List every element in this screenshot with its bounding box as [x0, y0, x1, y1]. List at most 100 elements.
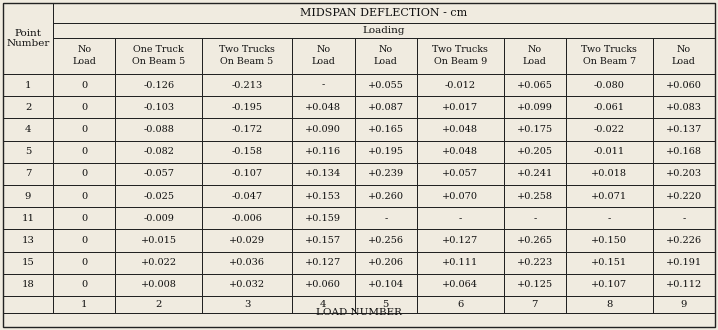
- Text: +0.116: +0.116: [305, 147, 341, 156]
- Text: LOAD NUMBER: LOAD NUMBER: [316, 309, 402, 317]
- Text: 11: 11: [22, 214, 34, 223]
- Text: 2: 2: [25, 103, 31, 112]
- Text: +0.104: +0.104: [368, 280, 404, 289]
- Text: 9: 9: [681, 300, 687, 309]
- Text: 0: 0: [81, 147, 88, 156]
- Text: +0.017: +0.017: [442, 103, 478, 112]
- Text: No: No: [316, 45, 330, 53]
- Text: +0.205: +0.205: [517, 147, 553, 156]
- Text: 15: 15: [22, 258, 34, 267]
- Text: -0.172: -0.172: [231, 125, 263, 134]
- Text: 0: 0: [81, 125, 88, 134]
- Text: +0.241: +0.241: [517, 169, 553, 179]
- Text: 3: 3: [244, 300, 250, 309]
- Text: 5: 5: [25, 147, 31, 156]
- Text: -: -: [322, 81, 325, 90]
- Text: 0: 0: [81, 169, 88, 179]
- Text: Load: Load: [523, 57, 546, 67]
- Text: +0.220: +0.220: [666, 192, 701, 201]
- Text: +0.157: +0.157: [305, 236, 341, 245]
- Text: Load: Load: [672, 57, 696, 67]
- Text: 13: 13: [22, 236, 34, 245]
- Text: -0.126: -0.126: [143, 81, 174, 90]
- Text: Load: Load: [312, 57, 335, 67]
- Text: +0.065: +0.065: [517, 81, 553, 90]
- Text: -0.011: -0.011: [594, 147, 625, 156]
- Text: -0.025: -0.025: [143, 192, 174, 201]
- Text: No: No: [77, 45, 91, 53]
- Text: -0.080: -0.080: [594, 81, 625, 90]
- Text: +0.036: +0.036: [229, 258, 265, 267]
- Text: -0.195: -0.195: [231, 103, 263, 112]
- Text: 6: 6: [457, 300, 463, 309]
- Text: 5: 5: [383, 300, 389, 309]
- Text: -: -: [607, 214, 611, 223]
- Text: Number: Number: [6, 39, 50, 48]
- Text: +0.256: +0.256: [368, 236, 404, 245]
- Text: On Beam 9: On Beam 9: [434, 57, 487, 67]
- Text: -0.107: -0.107: [231, 169, 263, 179]
- Text: +0.226: +0.226: [666, 236, 701, 245]
- Text: -0.082: -0.082: [143, 147, 174, 156]
- Text: 4: 4: [24, 125, 32, 134]
- Text: +0.048: +0.048: [305, 103, 341, 112]
- Text: Load: Load: [374, 57, 398, 67]
- Text: -0.088: -0.088: [144, 125, 174, 134]
- Text: +0.112: +0.112: [666, 280, 702, 289]
- Text: +0.048: +0.048: [442, 125, 478, 134]
- Text: +0.260: +0.260: [368, 192, 404, 201]
- Text: +0.099: +0.099: [517, 103, 553, 112]
- Text: +0.151: +0.151: [591, 258, 628, 267]
- Text: 0: 0: [81, 192, 88, 201]
- Text: On Beam 5: On Beam 5: [132, 57, 185, 67]
- Text: 0: 0: [81, 236, 88, 245]
- Text: +0.111: +0.111: [442, 258, 478, 267]
- Text: 1: 1: [81, 300, 88, 309]
- Text: +0.175: +0.175: [517, 125, 553, 134]
- Text: +0.060: +0.060: [305, 280, 341, 289]
- Text: +0.165: +0.165: [368, 125, 404, 134]
- Text: 0: 0: [81, 103, 88, 112]
- Text: 0: 0: [81, 258, 88, 267]
- Text: No: No: [528, 45, 542, 53]
- Text: 9: 9: [25, 192, 31, 201]
- Text: -0.158: -0.158: [231, 147, 263, 156]
- Text: 0: 0: [81, 214, 88, 223]
- Text: -0.103: -0.103: [143, 103, 174, 112]
- Text: +0.265: +0.265: [517, 236, 553, 245]
- Text: -: -: [682, 214, 686, 223]
- Text: +0.153: +0.153: [305, 192, 341, 201]
- Text: -0.061: -0.061: [594, 103, 625, 112]
- Text: 7: 7: [25, 169, 31, 179]
- Text: -: -: [459, 214, 462, 223]
- Text: +0.127: +0.127: [305, 258, 342, 267]
- Text: 2: 2: [156, 300, 162, 309]
- Text: +0.018: +0.018: [591, 169, 628, 179]
- Text: +0.057: +0.057: [442, 169, 478, 179]
- Text: On Beam 7: On Beam 7: [583, 57, 636, 67]
- Text: 4: 4: [320, 300, 327, 309]
- Text: +0.203: +0.203: [666, 169, 701, 179]
- Text: -0.213: -0.213: [231, 81, 263, 90]
- Text: 0: 0: [81, 280, 88, 289]
- Text: +0.127: +0.127: [442, 236, 478, 245]
- Text: +0.239: +0.239: [368, 169, 404, 179]
- Text: +0.029: +0.029: [229, 236, 265, 245]
- Text: -0.057: -0.057: [143, 169, 174, 179]
- Text: +0.048: +0.048: [442, 147, 478, 156]
- Text: Two Trucks: Two Trucks: [582, 45, 637, 53]
- Text: +0.191: +0.191: [666, 258, 701, 267]
- Text: +0.060: +0.060: [666, 81, 701, 90]
- Text: MIDSPAN DEFLECTION - cm: MIDSPAN DEFLECTION - cm: [300, 8, 467, 18]
- Text: 18: 18: [22, 280, 34, 289]
- Text: +0.090: +0.090: [305, 125, 341, 134]
- Text: +0.055: +0.055: [368, 81, 404, 90]
- Text: Point: Point: [14, 29, 42, 38]
- Text: +0.015: +0.015: [141, 236, 177, 245]
- Text: +0.159: +0.159: [305, 214, 341, 223]
- Text: Load: Load: [73, 57, 96, 67]
- Text: 7: 7: [531, 300, 538, 309]
- Text: +0.125: +0.125: [517, 280, 553, 289]
- Text: Two Trucks: Two Trucks: [432, 45, 488, 53]
- Text: +0.206: +0.206: [368, 258, 404, 267]
